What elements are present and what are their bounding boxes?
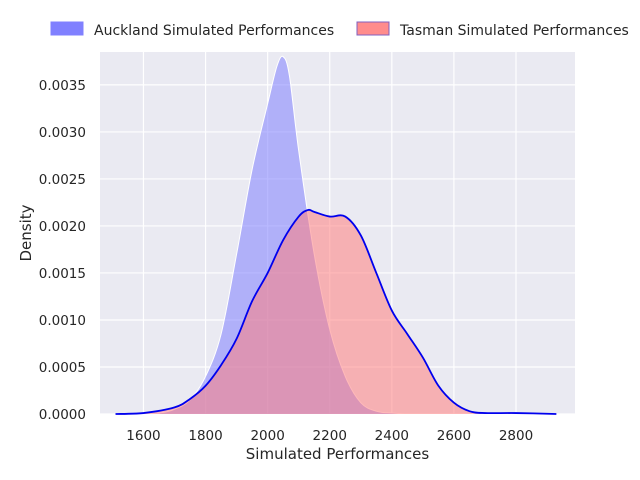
legend-label-auckland: Auckland Simulated Performances [94, 23, 334, 39]
x-axis-label: Simulated Performances [246, 445, 430, 463]
x-tick-label: 1800 [188, 428, 222, 444]
legend-label-tasman: Tasman Simulated Performances [399, 23, 629, 39]
legend-swatch-auckland [50, 21, 84, 36]
density-area-auckland [137, 56, 408, 414]
series-layer [115, 55, 557, 415]
y-tick-label: 0.0030 [39, 125, 86, 141]
y-tick-label: 0.0035 [39, 78, 86, 94]
y-axis-ticks: 0.0000 0.0005 0.0010 0.0015 0.0020 0.0025 0.00… [39, 78, 86, 423]
x-tick-label: 2400 [375, 428, 409, 444]
y-tick-label: 0.0010 [39, 313, 86, 329]
density-area-tasman [115, 209, 557, 414]
y-tick-label: 0.0020 [39, 219, 86, 235]
y-tick-label: 0.0005 [39, 360, 86, 376]
legend-swatch-tasman [356, 21, 390, 36]
x-tick-label: 2000 [250, 428, 284, 444]
y-axis-label: Density [17, 204, 35, 261]
legend: Auckland Simulated Performances Tasman S… [50, 21, 629, 39]
x-tick-label: 2200 [313, 428, 347, 444]
y-tick-label: 0.0015 [39, 266, 86, 282]
y-tick-label: 0.0025 [39, 172, 86, 188]
x-tick-label: 2600 [437, 428, 471, 444]
x-tick-label: 1600 [126, 428, 160, 444]
x-axis-ticks: 1600 1800 2000 2200 2400 2600 2800 [126, 428, 533, 444]
density-line-tasman [115, 208, 557, 415]
y-tick-label: 0.0000 [39, 407, 86, 423]
x-tick-label: 2800 [499, 428, 533, 444]
